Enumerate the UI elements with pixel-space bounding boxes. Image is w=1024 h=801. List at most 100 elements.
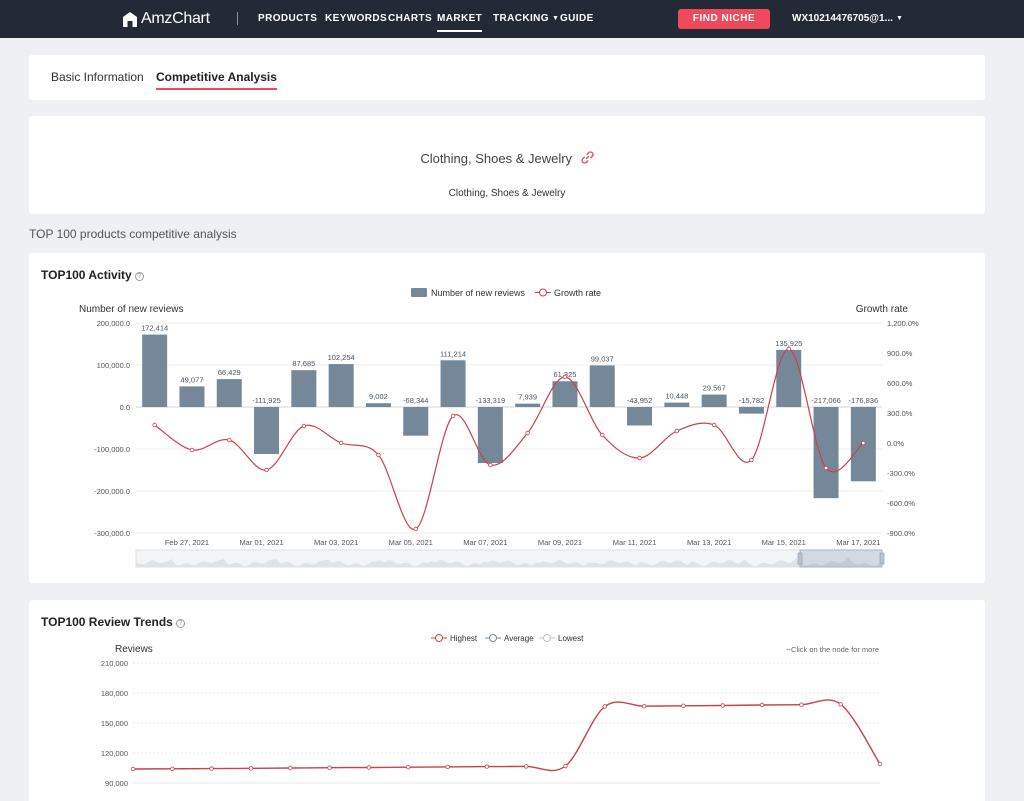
bar-value-label: 87,685 bbox=[292, 359, 315, 368]
highest-reviews-point[interactable] bbox=[406, 764, 411, 770]
bar-value-label: -217,066 bbox=[811, 396, 841, 405]
bar-value-label: -111,925 bbox=[252, 396, 281, 405]
legend-marker bbox=[435, 634, 443, 642]
zoom-slider-handle[interactable] bbox=[797, 552, 803, 565]
bar-value-label: 111,214 bbox=[440, 349, 466, 358]
legend-marker bbox=[489, 634, 497, 642]
highest-reviews-point[interactable] bbox=[681, 703, 686, 708]
legend-label-reviews: Number of new reviews bbox=[431, 288, 526, 298]
y-tick-label: -100,000.0 bbox=[94, 445, 130, 454]
activity-chart-card: TOP100 Activity? Number of new reviews Gr… bbox=[29, 253, 985, 583]
bar-value-label: 66,429 bbox=[218, 368, 241, 377]
review-trends-chart: Highest Average Lowest --Click on the node … bbox=[101, 634, 883, 788]
highest-reviews-point[interactable] bbox=[641, 703, 647, 709]
highest-reviews-point[interactable] bbox=[838, 702, 843, 707]
bar bbox=[216, 379, 242, 407]
nav-keywords[interactable]: KEYWORDS bbox=[325, 13, 388, 24]
highest-reviews-point[interactable] bbox=[759, 702, 765, 708]
y-tick-label: 100,000.0 bbox=[97, 361, 130, 370]
growth-rate-point bbox=[823, 465, 829, 471]
account-menu[interactable]: WX10214476705@1... ▼ bbox=[792, 13, 903, 24]
growth-rate-line bbox=[154, 348, 864, 530]
growth-rate-point bbox=[413, 526, 418, 532]
highest-reviews-point[interactable] bbox=[327, 765, 332, 770]
chevron-down-icon: ▼ bbox=[895, 15, 903, 22]
x-tick-label: Mar 13, 2021 bbox=[687, 538, 731, 547]
zoom-slider-preview bbox=[136, 557, 882, 567]
highest-reviews-point[interactable] bbox=[130, 766, 136, 772]
bar bbox=[365, 403, 391, 407]
y-right-tick-label: 600.0% bbox=[887, 379, 913, 388]
bar-value-label: 7,939 bbox=[518, 393, 537, 402]
bar-value-label: -15,782 bbox=[739, 396, 764, 405]
growth-rate-point bbox=[338, 440, 344, 446]
link-icon[interactable] bbox=[581, 151, 594, 164]
highest-reviews-point[interactable] bbox=[877, 761, 883, 767]
nav-tracking[interactable]: TRACKING ▼ bbox=[493, 13, 559, 24]
y-tick-label: 210,000 bbox=[101, 659, 128, 668]
category-panel: Clothing, Shoes & Jewelry Clothing, Shoe… bbox=[29, 116, 985, 214]
bar-value-label: 172,414 bbox=[141, 324, 168, 333]
highest-reviews-line bbox=[132, 699, 881, 772]
bar bbox=[254, 407, 280, 455]
growth-rate-point bbox=[525, 430, 530, 436]
highest-reviews-point[interactable] bbox=[563, 763, 568, 769]
highest-reviews-point[interactable] bbox=[720, 703, 725, 708]
x-tick-label: Mar 05, 2021 bbox=[389, 538, 433, 547]
growth-rate-point bbox=[711, 422, 717, 428]
x-tick-label: Mar 03, 2021 bbox=[314, 538, 358, 547]
bar bbox=[142, 334, 168, 407]
nav-charts[interactable]: CHARTS bbox=[388, 13, 433, 24]
highest-reviews-point[interactable] bbox=[248, 766, 254, 771]
highest-reviews-point[interactable] bbox=[799, 702, 804, 707]
highest-reviews-point[interactable] bbox=[523, 764, 529, 769]
y-right-tick-label: -300.0% bbox=[887, 469, 915, 478]
nav-products[interactable]: PRODUCTS bbox=[258, 13, 318, 24]
nav-guide[interactable]: GUIDE bbox=[560, 13, 594, 24]
y-tick-label: 90,000 bbox=[105, 779, 128, 788]
section-label: TOP 100 products competitive analysis bbox=[29, 227, 237, 241]
highest-reviews-point[interactable] bbox=[602, 704, 607, 709]
x-tick-label: Mar 17, 2021 bbox=[836, 538, 880, 547]
bar-value-label: 99,037 bbox=[591, 354, 614, 363]
growth-rate-point bbox=[600, 432, 605, 438]
y-right-tick-label: 0.0% bbox=[887, 439, 904, 448]
help-icon[interactable]: ? bbox=[175, 619, 185, 628]
y-axis-title: Number of new reviews bbox=[79, 304, 183, 315]
y-right-tick-label: 300.0% bbox=[887, 409, 913, 418]
nav-market[interactable]: MARKET bbox=[437, 13, 483, 32]
legend-label-growth: Growth rate bbox=[554, 288, 601, 298]
growth-rate-point bbox=[674, 428, 680, 434]
highest-reviews-point[interactable] bbox=[484, 764, 490, 769]
find-niche-button[interactable]: FIND NICHE bbox=[678, 9, 770, 29]
growth-rate-point bbox=[264, 467, 269, 473]
highest-reviews-point[interactable] bbox=[288, 765, 293, 771]
legend-swatch-reviews bbox=[411, 288, 427, 297]
tab-competitive-analysis[interactable]: Competitive Analysis bbox=[156, 70, 277, 90]
zoom-slider-window[interactable] bbox=[799, 549, 883, 568]
bar bbox=[515, 403, 541, 407]
x-tick-label: Mar 07, 2021 bbox=[463, 538, 507, 547]
brand-name: AmzChart bbox=[141, 10, 210, 27]
tab-basic-information[interactable]: Basic Information bbox=[51, 70, 144, 84]
bar bbox=[701, 394, 727, 407]
highest-reviews-point[interactable] bbox=[366, 765, 372, 770]
growth-rate-point bbox=[488, 462, 493, 468]
highest-reviews-point[interactable] bbox=[445, 764, 450, 770]
y-right-tick-label: -900.0% bbox=[887, 529, 915, 538]
y-tick-label: 120,000 bbox=[101, 749, 128, 758]
legend-marker bbox=[543, 634, 551, 642]
highest-reviews-point[interactable] bbox=[209, 766, 214, 771]
highest-reviews-point[interactable] bbox=[170, 766, 175, 771]
activity-title: TOP100 Activity bbox=[41, 268, 132, 282]
y-right-tick-label: 900.0% bbox=[887, 349, 913, 358]
brand-logo[interactable]: AmzChart bbox=[123, 10, 210, 28]
bar bbox=[776, 349, 802, 407]
zoom-slider-handle[interactable] bbox=[879, 552, 885, 565]
growth-rate-point bbox=[450, 413, 456, 419]
bar-value-label: 10,448 bbox=[665, 392, 688, 401]
bar bbox=[627, 407, 653, 426]
bar-value-label: 49,077 bbox=[180, 375, 203, 384]
help-icon[interactable]: ? bbox=[134, 272, 144, 281]
bar-value-label: 102,254 bbox=[328, 353, 355, 362]
